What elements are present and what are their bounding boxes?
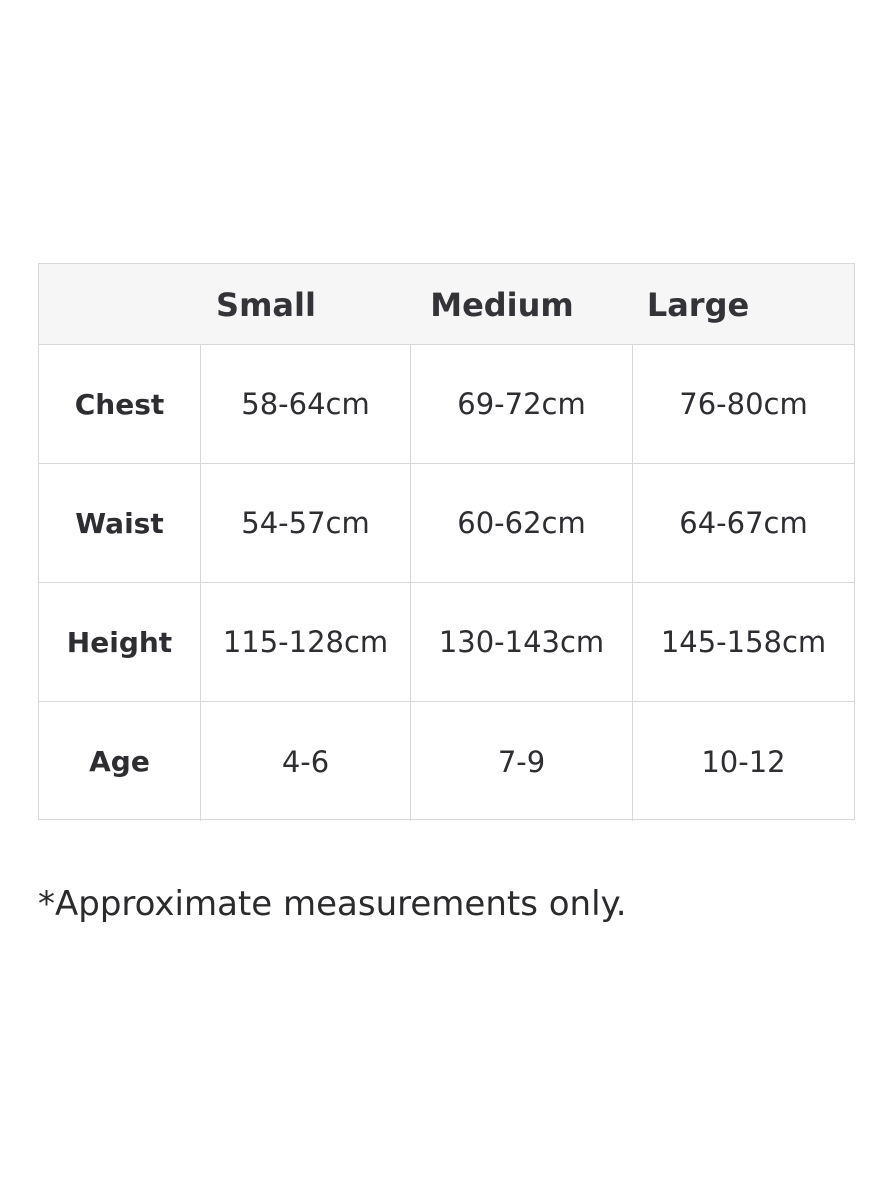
column-header-medium: Medium [430, 286, 574, 324]
table-cell: 130-143cm [410, 583, 632, 701]
table-cell: 58-64cm [200, 345, 410, 463]
column-header-large: Large [646, 286, 750, 324]
table-cell: 10-12 [632, 702, 854, 821]
row-header: Waist [75, 506, 164, 540]
table-cell: 69-72cm [410, 345, 632, 463]
row-header: Chest [74, 387, 165, 421]
table-header-row: Small Medium Large [39, 264, 854, 345]
table-cell: 76-80cm [632, 345, 854, 463]
table-row: Age 4-6 7-9 10-12 [39, 702, 854, 821]
table-cell: 7-9 [410, 702, 632, 821]
table-cell: 54-57cm [200, 464, 410, 582]
row-header: Height [66, 625, 173, 659]
size-chart-table: Small Medium Large Chest 58-64cm 69-72cm 76… [38, 263, 855, 821]
table-row: Chest 58-64cm 69-72cm 76-80cm [39, 345, 854, 464]
table-cell: 60-62cm [410, 464, 632, 582]
column-header-small: Small [216, 286, 316, 324]
table-row: Height 115-128cm 130-143cm 145-158cm [39, 583, 854, 702]
table-cell: 64-67cm [632, 464, 854, 582]
footnote: *Approximate measurements only. [38, 884, 627, 924]
table-cell: 145-158cm [632, 583, 854, 701]
table-row: Waist 54-57cm 60-62cm 64-67cm [39, 464, 854, 583]
row-header: Age [89, 745, 150, 778]
table-cell: 115-128cm [200, 583, 410, 701]
table-cell: 4-6 [200, 702, 410, 821]
